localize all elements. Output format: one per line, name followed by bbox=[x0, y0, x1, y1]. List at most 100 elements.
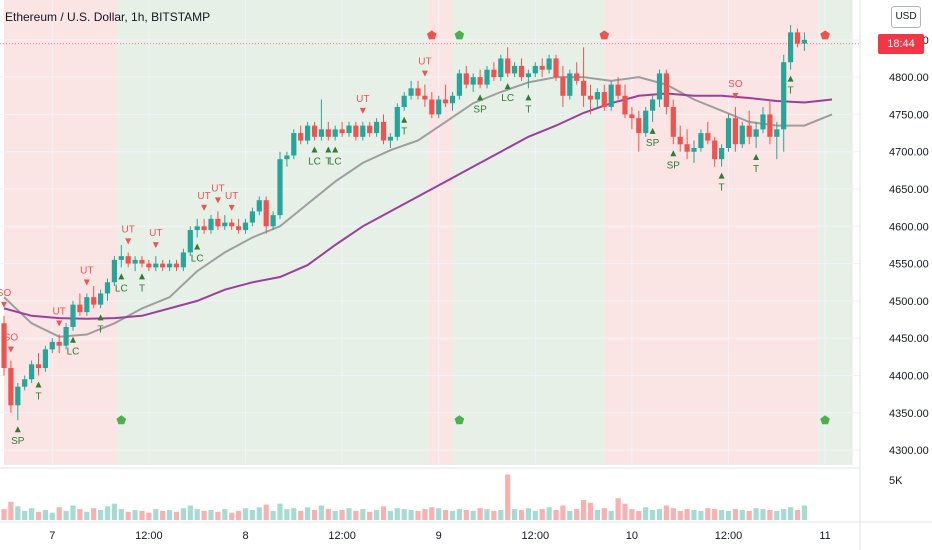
candle-body bbox=[380, 121, 387, 141]
signal: UT bbox=[225, 191, 238, 211]
signal-up-arrow bbox=[118, 273, 125, 280]
candle bbox=[201, 218, 207, 234]
x-tick-label: 12:00 bbox=[522, 530, 550, 542]
volume-tick-label: 5K bbox=[889, 475, 903, 487]
volume-bar bbox=[111, 503, 117, 520]
candle-body bbox=[132, 259, 138, 264]
signal-up-arrow bbox=[649, 127, 656, 134]
candle bbox=[1, 315, 7, 376]
candle bbox=[284, 151, 290, 167]
candle-body bbox=[111, 259, 117, 283]
candle bbox=[63, 323, 69, 350]
signal-down-arrow bbox=[214, 197, 221, 204]
volume-bar bbox=[35, 511, 42, 520]
signal-down-arrow bbox=[56, 320, 63, 327]
signal-up-arrow bbox=[97, 314, 104, 321]
volume-bar bbox=[215, 511, 221, 520]
candle-body bbox=[484, 69, 490, 85]
candle-body bbox=[167, 263, 173, 268]
candle-body bbox=[463, 73, 469, 85]
candle bbox=[691, 140, 697, 163]
signal-down-arrow bbox=[421, 70, 428, 77]
volume-bar bbox=[560, 505, 566, 520]
currency-unit-button[interactable]: USD bbox=[891, 6, 921, 28]
volume-bar bbox=[49, 512, 55, 520]
candle bbox=[270, 211, 276, 231]
volume-bar bbox=[567, 510, 573, 520]
candle bbox=[332, 125, 338, 141]
candle bbox=[622, 84, 628, 119]
volume-bar bbox=[477, 508, 483, 520]
candle-body bbox=[574, 73, 580, 81]
signal-label: T bbox=[325, 157, 331, 168]
pentagon-marker bbox=[820, 30, 830, 40]
candle bbox=[98, 289, 104, 309]
volume-bar bbox=[180, 508, 186, 520]
signal-up-arrow bbox=[401, 116, 408, 123]
candle-body bbox=[567, 73, 573, 96]
candle bbox=[408, 80, 414, 100]
signal: SP bbox=[667, 150, 680, 171]
signal-label: LC bbox=[308, 157, 321, 168]
volume-bar bbox=[360, 509, 366, 520]
candle bbox=[35, 353, 42, 376]
y-tick-label: 4400.00 bbox=[889, 370, 929, 382]
signal-label: UT bbox=[122, 224, 135, 235]
candle-body bbox=[118, 256, 124, 260]
candle bbox=[484, 65, 490, 89]
volume-bar bbox=[801, 505, 807, 520]
candle bbox=[525, 69, 531, 89]
volume-bar bbox=[408, 510, 414, 520]
candle bbox=[394, 103, 400, 141]
candle-body bbox=[242, 222, 249, 231]
volume-bar bbox=[125, 511, 131, 520]
candle bbox=[587, 84, 594, 115]
signal-up-arrow bbox=[504, 83, 511, 90]
signal: LC bbox=[67, 336, 79, 358]
candle bbox=[429, 92, 435, 119]
candle-body bbox=[594, 92, 600, 100]
candle-body bbox=[560, 77, 566, 96]
candles bbox=[1, 24, 807, 421]
candle-body bbox=[677, 136, 683, 145]
moving-averages bbox=[3, 76, 833, 338]
chart-title: Ethereum / U.S. Dollar, 1h, BITSTAMP bbox=[5, 10, 211, 24]
candle bbox=[374, 118, 380, 137]
candle bbox=[256, 196, 262, 216]
candle bbox=[505, 47, 511, 78]
signal-label: SO bbox=[0, 288, 11, 299]
volume-bar bbox=[505, 474, 511, 520]
candle-body bbox=[229, 222, 235, 227]
volume-bar bbox=[581, 500, 587, 520]
volume-bar bbox=[636, 510, 642, 520]
candle-body bbox=[656, 73, 663, 100]
volume-bar bbox=[512, 509, 518, 520]
candle-body bbox=[291, 133, 297, 156]
signal: UT bbox=[211, 183, 225, 204]
volume-bar bbox=[670, 508, 676, 520]
volume-bar bbox=[525, 508, 531, 520]
ma-fast-line bbox=[3, 76, 833, 338]
volume-bars bbox=[1, 474, 807, 520]
candle bbox=[249, 207, 255, 227]
volume-bar bbox=[449, 510, 456, 520]
signal-label: T bbox=[788, 86, 794, 97]
candle-body bbox=[353, 125, 359, 137]
x-tick-label: 10 bbox=[626, 530, 638, 542]
candle-body bbox=[691, 147, 697, 152]
candle-body bbox=[498, 58, 504, 78]
volume-bar bbox=[622, 503, 628, 520]
candle bbox=[208, 215, 214, 234]
signal: T bbox=[401, 116, 408, 138]
candle bbox=[436, 95, 442, 119]
volume-bar bbox=[91, 508, 97, 520]
candle-body bbox=[422, 95, 428, 100]
volume-bar bbox=[318, 505, 324, 520]
candle-body bbox=[663, 73, 669, 107]
volume-bar bbox=[470, 510, 476, 520]
last-price-tag: 18:44 bbox=[878, 33, 924, 54]
volume-bar bbox=[415, 510, 421, 520]
signal: SO bbox=[4, 333, 18, 353]
